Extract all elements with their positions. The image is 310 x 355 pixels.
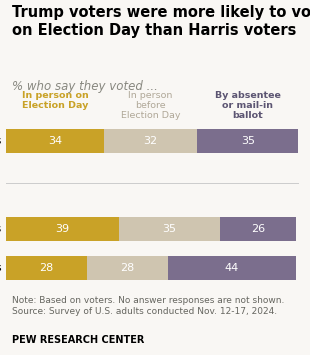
- Text: Trump voters: Trump voters: [0, 224, 2, 234]
- Bar: [6, 129, 104, 153]
- Bar: [220, 217, 295, 241]
- Text: 32: 32: [144, 136, 158, 146]
- Text: 28: 28: [39, 263, 54, 273]
- Text: Note: Based on voters. No answer responses are not shown.
Source: Survey of U.S.: Note: Based on voters. No answer respons…: [12, 296, 285, 316]
- Text: 44: 44: [225, 263, 239, 273]
- Bar: [6, 217, 119, 241]
- Text: 35: 35: [241, 136, 255, 146]
- Text: Trump voters were more likely to vote
on Election Day than Harris voters: Trump voters were more likely to vote on…: [12, 5, 310, 38]
- Text: 35: 35: [162, 224, 176, 234]
- Text: Harris voters: Harris voters: [0, 263, 2, 273]
- Text: All voters: All voters: [0, 136, 2, 146]
- Text: 34: 34: [48, 136, 62, 146]
- Text: PEW RESEARCH CENTER: PEW RESEARCH CENTER: [12, 335, 145, 345]
- Bar: [119, 217, 220, 241]
- Text: By absentee
or mail-in
ballot: By absentee or mail-in ballot: [215, 91, 281, 120]
- Bar: [168, 256, 295, 280]
- Text: 26: 26: [251, 224, 265, 234]
- Text: % who say they voted ...: % who say they voted ...: [12, 80, 158, 93]
- Text: 28: 28: [120, 263, 135, 273]
- Text: In person
before
Election Day: In person before Election Day: [121, 91, 180, 120]
- Text: In person on
Election Day: In person on Election Day: [22, 91, 88, 110]
- Text: 39: 39: [55, 224, 69, 234]
- Bar: [104, 129, 197, 153]
- Bar: [197, 129, 299, 153]
- Bar: [87, 256, 168, 280]
- Bar: [6, 256, 87, 280]
